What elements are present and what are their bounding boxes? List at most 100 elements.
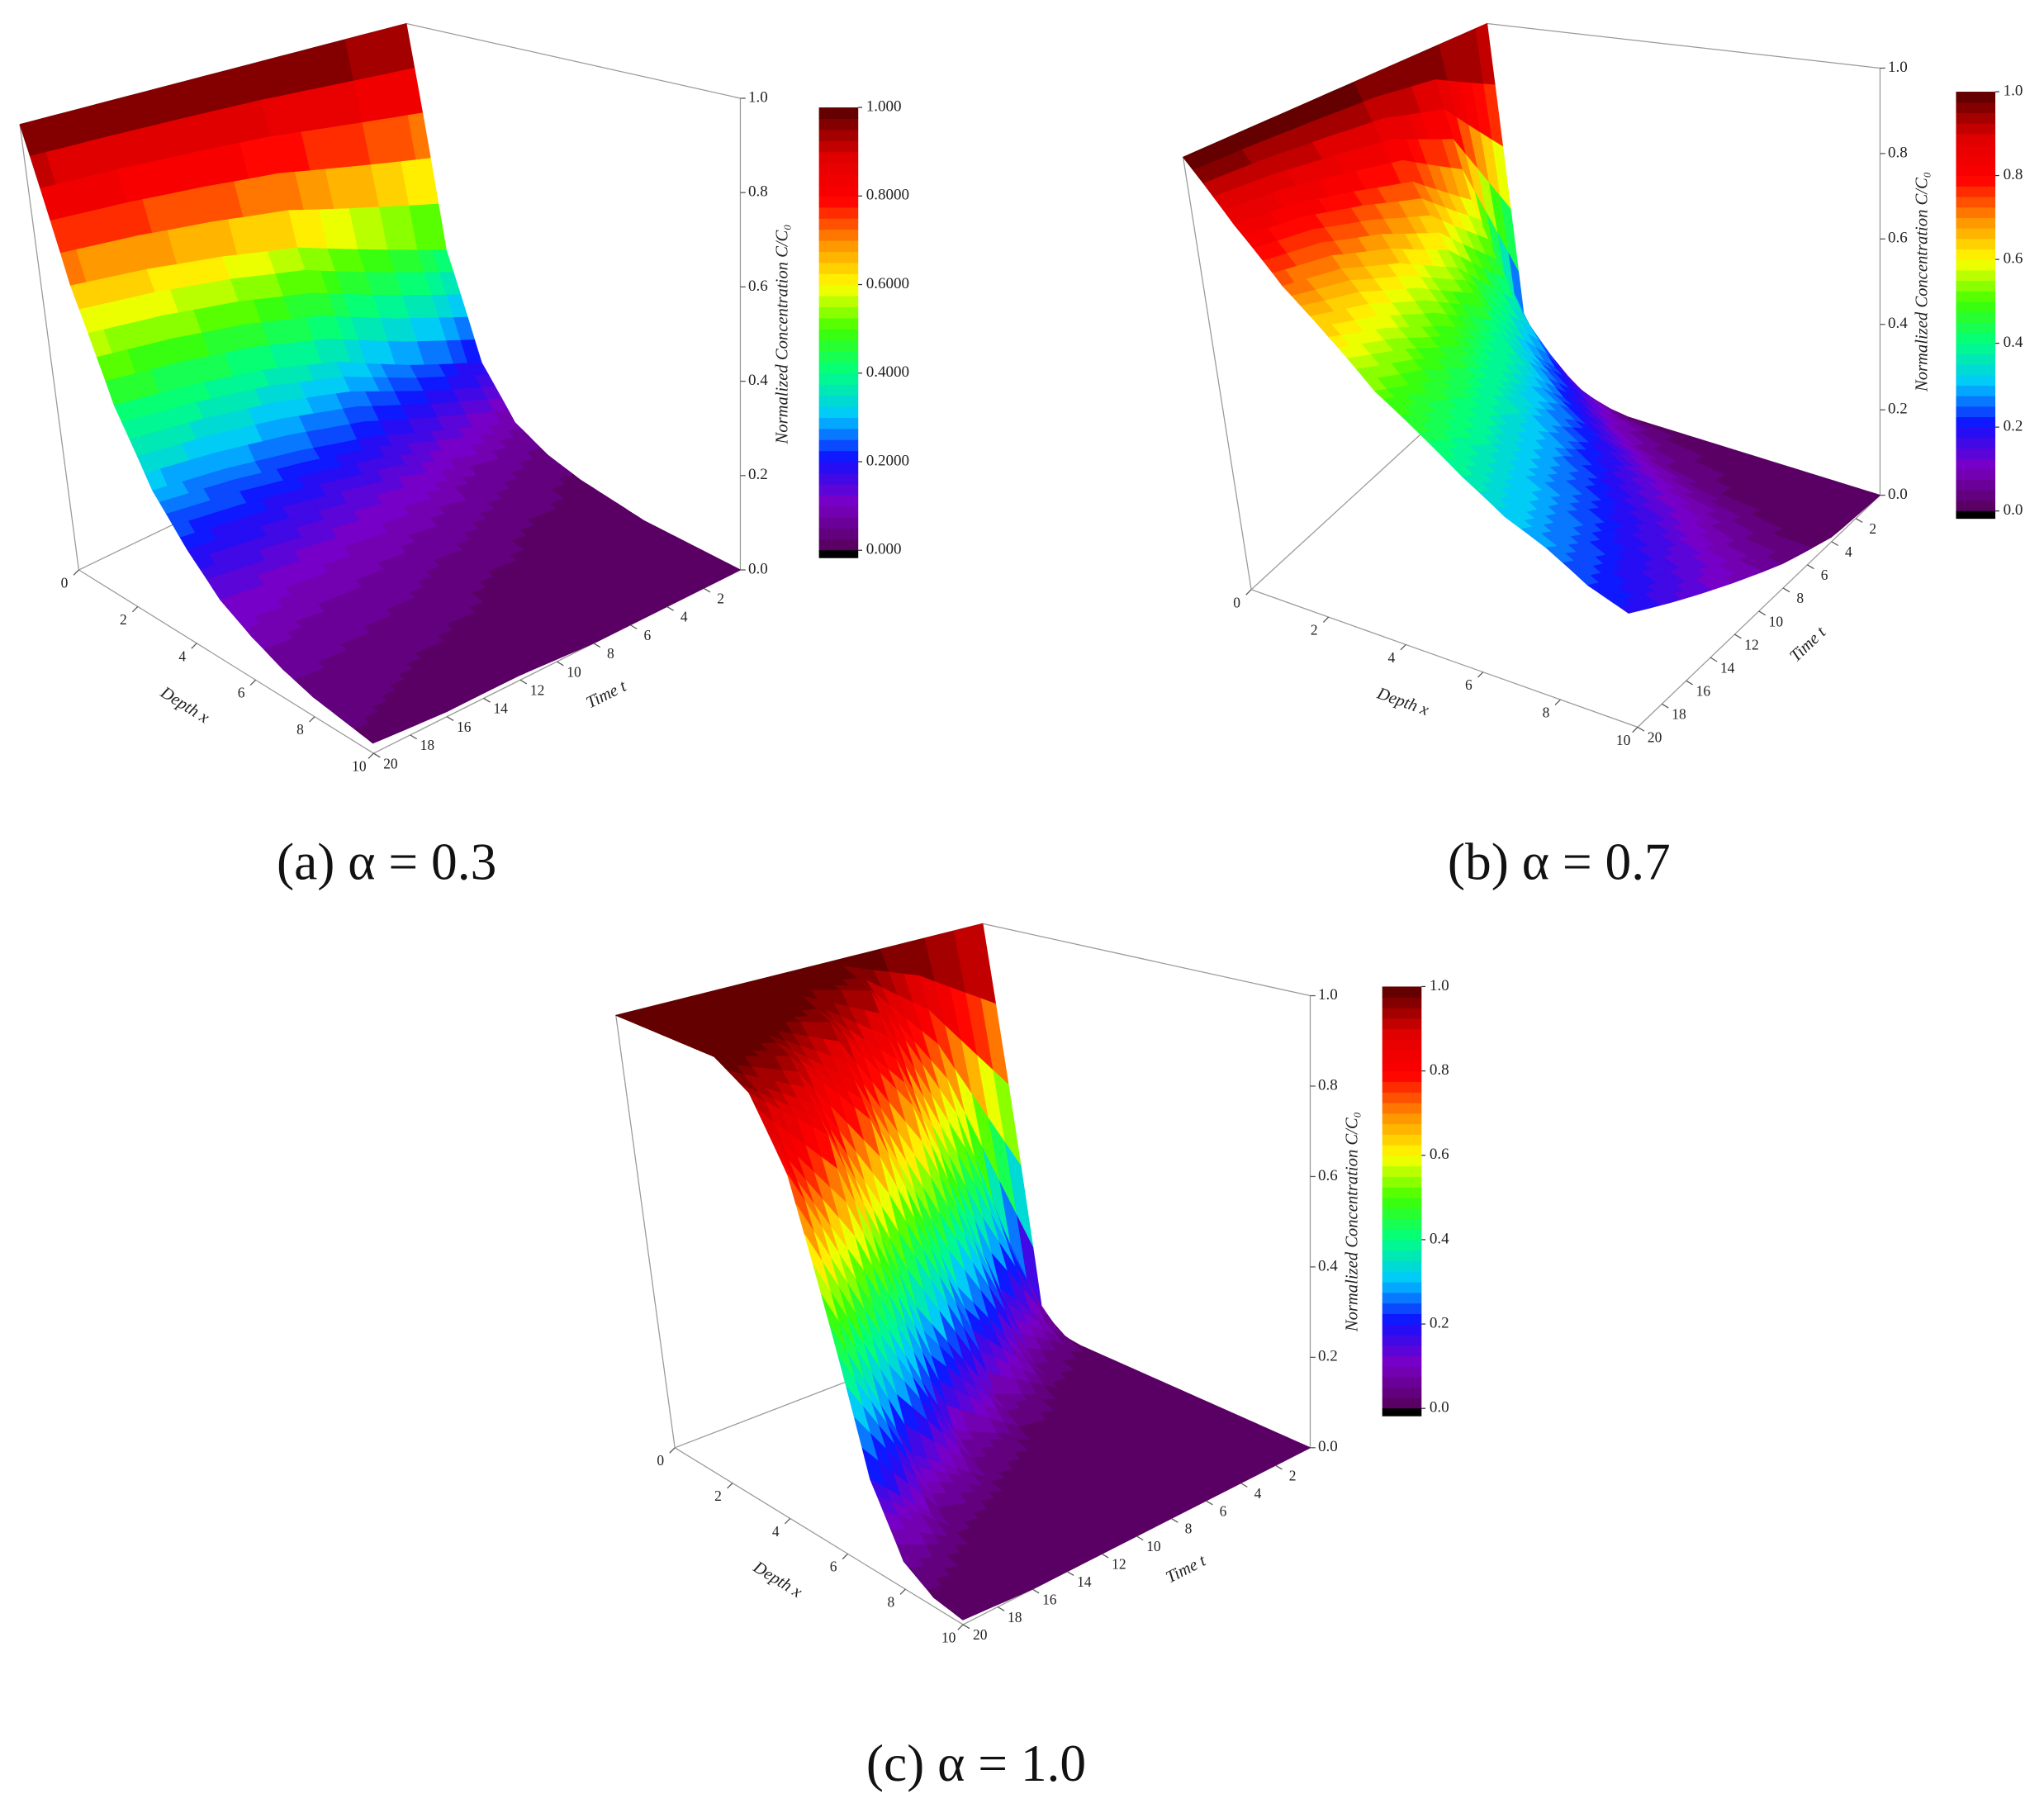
colorbar-swatch: [1382, 986, 1422, 998]
time-tick: [1686, 680, 1693, 686]
time-tick-label: 2: [1869, 520, 1876, 537]
depth-axis-title: Depth x: [749, 1558, 804, 1602]
colorbar-swatch: [1382, 1239, 1422, 1251]
colorbar-swatch: [818, 395, 859, 407]
colorbar-swatch: [1382, 1102, 1422, 1114]
colorbar-swatch: [1382, 1187, 1422, 1198]
colorbar-tick-label: 0.0: [2004, 501, 2023, 519]
colorbar-swatch: [818, 317, 859, 330]
colorbar-swatch: [1382, 1028, 1422, 1040]
depth-tick: [669, 1447, 676, 1454]
z-tick-label: 0.0: [1318, 1438, 1338, 1455]
colorbar-swatch: [818, 184, 859, 197]
colorbar-swatch: [1956, 311, 1996, 323]
colorbar-swatch: [1956, 448, 1996, 459]
colorbar-swatch: [818, 461, 859, 474]
colorbar-swatch: [1956, 112, 1996, 124]
colorbar-swatch: [1382, 1070, 1422, 1082]
depth-tick: [1322, 616, 1330, 623]
colorbar-tick-label: 0.4: [2004, 334, 2023, 351]
time-tick: [593, 643, 601, 648]
colorbar-swatch: [818, 118, 859, 130]
colorbar-tick-label: 1.000: [866, 97, 902, 115]
colorbar-swatch: [1956, 102, 1996, 114]
z-tick-label: 0.0: [748, 560, 768, 577]
time-tick-label: 6: [1821, 567, 1828, 583]
time-tick: [629, 624, 638, 629]
time-tick-label: 12: [1744, 636, 1758, 652]
colorbar-swatch: [1382, 1197, 1422, 1209]
colorbar-swatch: [1956, 332, 1996, 344]
depth-tick-label: 8: [1543, 704, 1550, 720]
box-edge: [1487, 22, 1880, 69]
z-tick-label: 0.4: [1888, 315, 1908, 332]
time-tick-label: 2: [717, 590, 724, 606]
colorbar-swatch: [1382, 1039, 1422, 1051]
colorbar-swatch: [1382, 1292, 1422, 1304]
colorbar-tick-label: 0.4: [1430, 1230, 1449, 1247]
depth-tick: [73, 569, 79, 576]
time-tick: [703, 587, 711, 593]
time-tick-label: 8: [1185, 1521, 1193, 1537]
colorbar-swatch: [818, 417, 859, 429]
colorbar-swatch: [818, 295, 859, 307]
time-tick-label: 14: [1720, 659, 1735, 676]
depth-tick-label: 10: [1616, 732, 1631, 748]
time-tick-label: 18: [1008, 1609, 1022, 1625]
depth-tick-label: 6: [238, 685, 245, 701]
depth-tick-label: 0: [657, 1452, 664, 1469]
colorbar-swatch: [1382, 1081, 1422, 1093]
depth-tick-label: 2: [714, 1488, 722, 1504]
time-tick: [1171, 1517, 1179, 1523]
depth-tick: [784, 1517, 791, 1525]
time-axis-title: Time t: [583, 676, 630, 712]
caption: (a) α = 0.3: [277, 833, 496, 891]
colorbar-swatch: [818, 107, 859, 120]
box-edge: [1182, 157, 1252, 590]
colorbar-swatch: [1382, 1134, 1422, 1146]
depth-axis: [674, 1447, 964, 1625]
box-edge: [19, 124, 80, 571]
depth-tick-label: 10: [941, 1629, 956, 1645]
colorbar-swatch: [1956, 228, 1996, 240]
z-tick-label: 1.0: [1888, 59, 1908, 76]
z-tick-label: 0.8: [1888, 144, 1908, 161]
colorbar-swatch: [1382, 1345, 1422, 1356]
colorbar-swatch: [818, 350, 859, 363]
time-tick: [410, 734, 417, 740]
time-tick-label: 12: [530, 682, 544, 699]
z-tick-label: 0.2: [748, 466, 768, 483]
time-tick-label: 20: [973, 1626, 988, 1643]
colorbar-tick-label: 0.0: [1430, 1399, 1449, 1417]
colorbar-swatch: [1956, 154, 1996, 166]
colorbar-swatch: [818, 439, 859, 452]
colorbar-swatch: [818, 406, 859, 419]
colorbar-swatch: [1956, 259, 1996, 271]
depth-tick-label: 4: [1387, 649, 1395, 666]
colorbar-swatch: [818, 450, 859, 463]
surface-patch: [366, 732, 388, 744]
colorbar-tick-label: 0.4000: [866, 363, 909, 381]
z-tick-label: 0.6: [748, 278, 768, 295]
time-tick: [1734, 634, 1742, 639]
colorbar-swatch: [818, 483, 859, 496]
colorbar-swatch: [818, 472, 859, 485]
colorbar-swatch: [818, 151, 859, 164]
colorbar-swatch: [818, 306, 859, 319]
time-tick-label: 14: [1077, 1573, 1092, 1590]
surface-chart: 0 2 4 6 8 10 2 4 6 8 10 12 14 16 18 20 0.0 0.2 0.4 0.6 0.8 1.…: [615, 923, 1449, 1792]
colorbar-swatch: [818, 284, 859, 297]
time-tick: [1275, 1464, 1283, 1470]
depth-tick-label: 8: [888, 1594, 895, 1611]
colorbar-swatch: [1956, 396, 1996, 407]
depth-tick: [249, 679, 257, 686]
colorbar-swatch: [1382, 1060, 1422, 1072]
time-tick: [1662, 703, 1669, 709]
depth-axis: [78, 569, 374, 754]
colorbar-swatch: [1956, 301, 1996, 313]
depth-tick-label: 4: [178, 648, 186, 664]
colorbar-swatch: [1956, 238, 1996, 250]
box-edge: [405, 22, 741, 99]
colorbar-swatch: [1382, 1271, 1422, 1283]
time-tick-label: 6: [1220, 1502, 1227, 1519]
